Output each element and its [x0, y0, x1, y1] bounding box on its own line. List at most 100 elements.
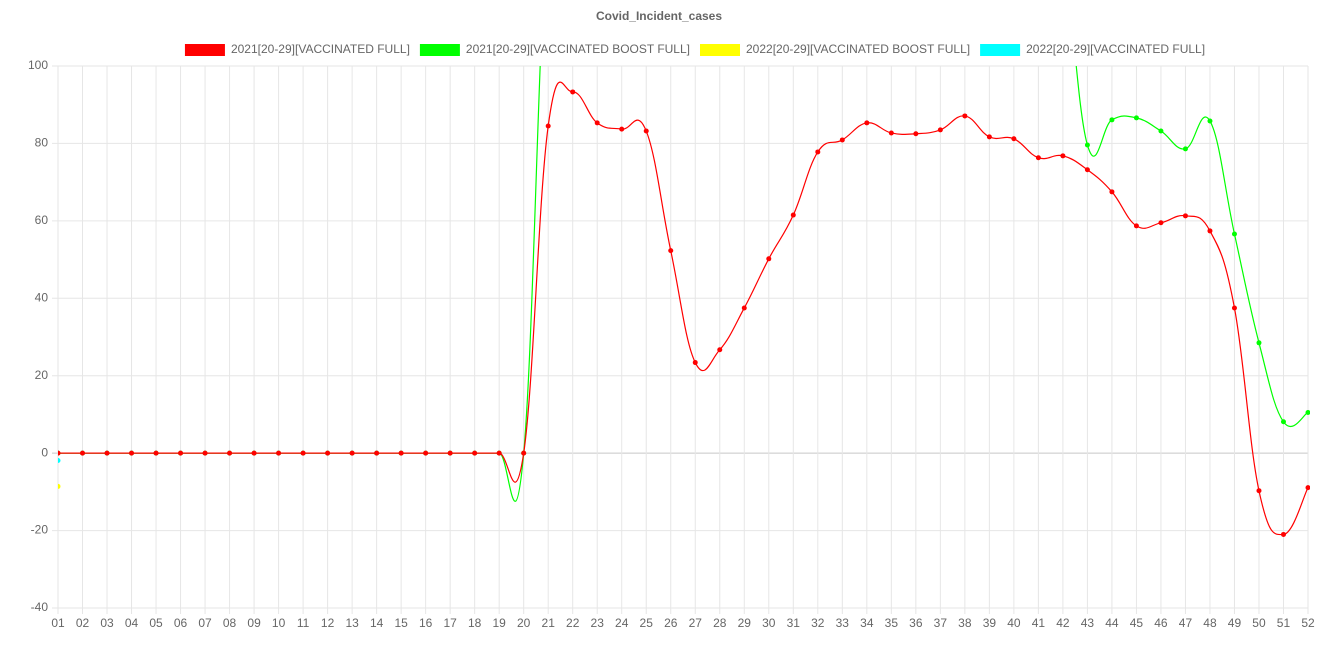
x-tick-label: 32	[811, 616, 825, 630]
x-tick-label: 44	[1105, 616, 1119, 630]
y-tick-label: 20	[35, 368, 49, 382]
data-point	[937, 127, 943, 133]
x-tick-label: 03	[100, 616, 114, 630]
data-point	[1280, 531, 1286, 537]
data-point	[325, 450, 331, 456]
data-point	[1182, 213, 1188, 219]
x-tick-label: 17	[443, 616, 457, 630]
data-point	[58, 450, 61, 456]
data-point	[423, 450, 429, 456]
x-tick-label: 25	[640, 616, 654, 630]
x-tick-label: 40	[1007, 616, 1021, 630]
x-tick-label: 13	[345, 616, 359, 630]
y-tick-label: 100	[28, 58, 48, 72]
data-point	[962, 113, 968, 119]
data-point	[178, 450, 184, 456]
x-tick-label: 43	[1081, 616, 1095, 630]
x-tick-label: 45	[1130, 616, 1144, 630]
data-point	[864, 120, 870, 126]
data-point	[1256, 488, 1262, 494]
x-tick-label: 31	[787, 616, 801, 630]
data-point	[129, 450, 135, 456]
x-tick-label: 05	[149, 616, 163, 630]
y-tick-label: 60	[35, 213, 49, 227]
legend-label: 2022[20-29][VACCINATED FULL]	[1026, 42, 1205, 56]
legend-label: 2022[20-29][VACCINATED BOOST FULL]	[746, 42, 970, 56]
x-tick-label: 22	[566, 616, 580, 630]
x-tick-label: 24	[615, 616, 629, 630]
y-tick-label: -20	[31, 523, 49, 537]
data-point	[398, 450, 404, 456]
data-point	[1133, 115, 1139, 121]
data-point	[1060, 153, 1066, 159]
x-tick-label: 23	[591, 616, 605, 630]
data-point	[153, 450, 159, 456]
x-tick-label: 10	[272, 616, 286, 630]
legend-swatch	[419, 44, 460, 56]
data-point	[741, 305, 747, 311]
x-tick-label: 07	[198, 616, 212, 630]
x-tick-label: 08	[223, 616, 237, 630]
x-tick-label: 06	[174, 616, 188, 630]
y-tick-label: -40	[31, 600, 49, 614]
x-tick-label: 19	[492, 616, 506, 630]
series-line	[58, 66, 1309, 502]
data-point	[717, 347, 723, 353]
data-point	[300, 450, 306, 456]
x-tick-label: 18	[468, 616, 482, 630]
data-point	[1231, 305, 1237, 311]
x-tick-label: 50	[1252, 616, 1266, 630]
x-tick-label: 49	[1228, 616, 1242, 630]
data-point	[888, 130, 894, 136]
x-tick-label: 15	[394, 616, 408, 630]
data-point	[521, 450, 527, 456]
legend-item: 2021[20-29][VACCINATED BOOST FULL]	[419, 42, 690, 56]
x-tick-label: 26	[664, 616, 678, 630]
x-tick-label: 21	[542, 616, 556, 630]
x-tick-label: 11	[297, 616, 310, 630]
x-tick-label: 33	[836, 616, 850, 630]
x-tick-label: 28	[713, 616, 727, 630]
data-point	[1109, 189, 1115, 195]
data-point	[58, 457, 61, 463]
data-point	[1158, 128, 1164, 134]
data-point	[472, 450, 478, 456]
data-point	[1305, 409, 1310, 415]
legend-item: 2022[20-29][VACCINATED FULL]	[980, 42, 1205, 56]
x-tick-label: 02	[76, 616, 90, 630]
series-line	[58, 81, 1309, 536]
data-point	[1011, 136, 1017, 142]
x-tick-label: 38	[958, 616, 972, 630]
x-tick-label: 04	[125, 616, 139, 630]
data-point	[374, 450, 380, 456]
data-point	[1109, 117, 1115, 123]
data-point	[349, 450, 355, 456]
x-tick-label: 01	[51, 616, 65, 630]
data-point	[643, 128, 649, 134]
x-tick-label: 29	[738, 616, 752, 630]
data-point	[80, 450, 86, 456]
x-tick-label: 34	[860, 616, 874, 630]
x-tick-label: 47	[1179, 616, 1193, 630]
data-point	[1305, 485, 1310, 491]
data-point	[1133, 223, 1139, 229]
data-point	[619, 126, 625, 132]
data-point	[1158, 220, 1164, 226]
data-point	[1084, 167, 1090, 173]
x-tick-label: 39	[983, 616, 997, 630]
data-point	[766, 256, 772, 262]
data-point	[1207, 228, 1213, 234]
x-tick-label: 14	[370, 616, 384, 630]
data-point	[986, 134, 992, 140]
x-tick-label: 27	[689, 616, 703, 630]
data-point	[1207, 118, 1213, 124]
data-point	[202, 450, 208, 456]
data-point	[594, 120, 600, 126]
x-tick-label: 16	[419, 616, 433, 630]
data-point	[1084, 142, 1090, 148]
data-point	[447, 450, 453, 456]
data-point	[1280, 419, 1286, 425]
x-tick-label: 42	[1056, 616, 1070, 630]
x-tick-label: 12	[321, 616, 335, 630]
